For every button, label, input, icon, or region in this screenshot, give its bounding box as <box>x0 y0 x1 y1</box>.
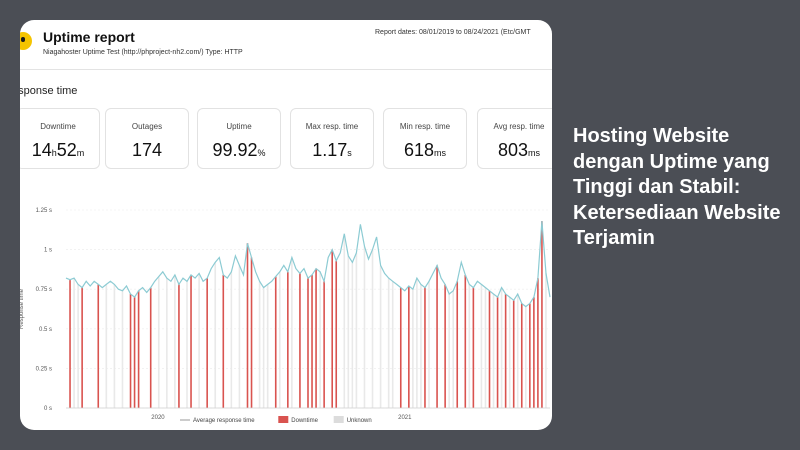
stat-card-downtime: Downtime 14h52m <box>20 108 100 169</box>
report-dates: Report dates: 08/01/2019 to 08/24/2021 (… <box>375 29 531 36</box>
response-time-line <box>65 221 551 308</box>
y-tick-label: 1 s <box>44 248 52 254</box>
stat-label: Min resp. time <box>399 122 451 131</box>
stat-card-avg-resp-time: Avg resp. time 803ms <box>477 108 552 169</box>
stat-card-max-resp-time: Max resp. time 1.17s <box>290 108 374 169</box>
legend-swatch-unknown <box>333 416 344 423</box>
y-tick-label: 0.25 s <box>36 366 52 372</box>
stat-card-uptime: Uptime 99.92% <box>197 108 281 169</box>
uptime-report-card: Uptime report Niagahoster Uptime Test (h… <box>20 20 552 430</box>
stat-value: 618ms <box>403 140 447 160</box>
y-axis-label: Response time <box>20 288 25 329</box>
stat-label: Uptime <box>226 122 252 131</box>
legend-label: Downtime <box>291 418 318 424</box>
legend-swatch-downtime <box>278 416 289 423</box>
x-tick-label: 2021 <box>398 415 412 421</box>
stat-value: 803ms <box>497 140 541 160</box>
stat-label: Max resp. time <box>305 122 359 131</box>
legend-label: Unknown <box>347 418 372 424</box>
report-title: Uptime report <box>43 29 135 45</box>
y-tick-label: 1.25 s <box>36 208 52 214</box>
brand-logo-icon <box>20 32 32 50</box>
report-subtitle: Niagahoster Uptime Test (http://phprojec… <box>43 49 243 56</box>
x-tick-label: 2020 <box>151 415 165 421</box>
stat-label: Outages <box>131 122 163 131</box>
stat-value: 1.17s <box>312 140 352 160</box>
stat-value: 14h52m <box>31 140 85 160</box>
stat-card-outages: Outages 174 <box>105 108 189 169</box>
article-headline: Hosting Website dengan Uptime yang Tingg… <box>573 125 781 249</box>
stat-label: Downtime <box>40 122 76 131</box>
response-time-section-title: esponse time <box>20 85 78 97</box>
stat-card-min-resp-time: Min resp. time 618ms <box>383 108 467 169</box>
legend-label: Average response time <box>193 418 255 424</box>
stat-label: Avg resp. time <box>493 122 545 131</box>
y-tick-label: 0 s <box>44 406 52 412</box>
response-time-chart: 1.25 s 1 s 0.75 s 0.5 s 0.25 s 0 s Response ti… <box>20 208 551 424</box>
stat-value: 174 <box>131 140 163 160</box>
y-tick-label: 0.75 s <box>36 287 52 293</box>
y-tick-label: 0.5 s <box>39 327 52 333</box>
stat-value: 99.92% <box>212 140 266 160</box>
report-header: Uptime report Niagahoster Uptime Test (h… <box>20 20 552 70</box>
